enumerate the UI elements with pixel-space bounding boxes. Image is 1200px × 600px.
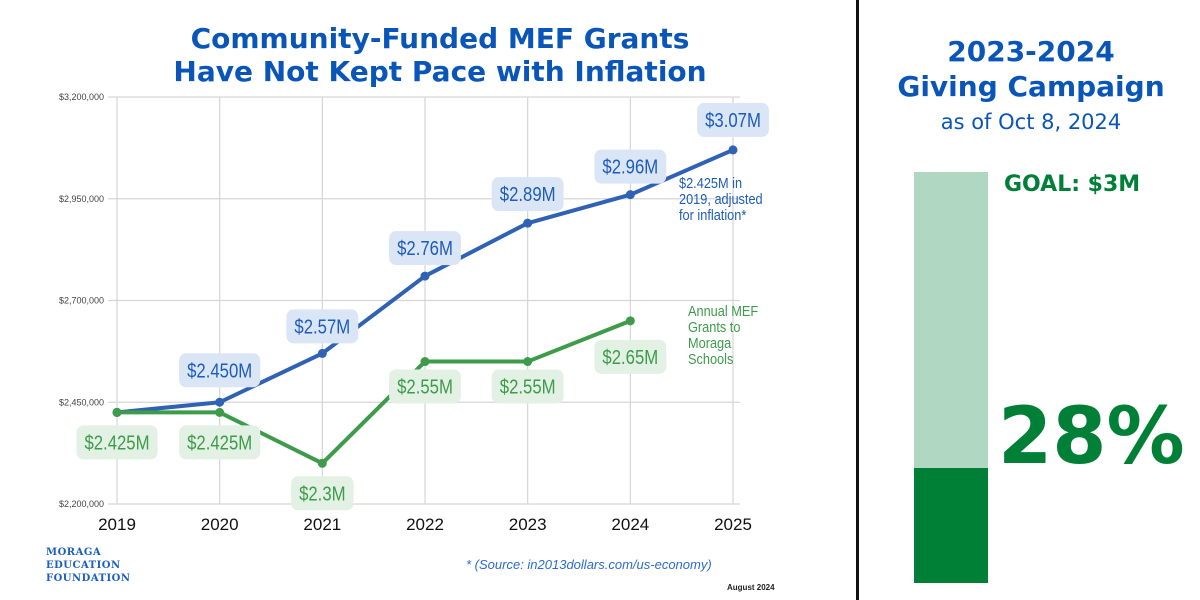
data-label: $2.3M: [299, 483, 346, 505]
campaign-goal: GOAL: $3M: [1004, 172, 1141, 197]
campaign-title-line-2: Giving Campaign: [897, 70, 1165, 103]
data-label-box: [491, 177, 564, 212]
annotation-line: for inflation*: [679, 207, 747, 224]
data-label-box: [179, 353, 261, 388]
y-tick-label: $2,950,000: [59, 194, 104, 204]
inflation-adjusted-point: [728, 145, 738, 155]
data-label: $2.89M: [500, 184, 556, 206]
data-label: $2.76M: [397, 238, 453, 260]
y-tick-label: $2,450,000: [59, 397, 104, 407]
x-tick-label: 2021: [303, 515, 341, 534]
inflation-adjusted-point: [523, 218, 533, 228]
annotation-line: Grants to: [688, 319, 741, 336]
annotation-line: Moraga: [688, 335, 732, 352]
inflation-adjusted-point: [625, 190, 635, 200]
line-chart: $2,200,000 $2,450,000 $2,700,000 $2,950,000…: [59, 92, 769, 534]
inflation-adjusted-point: [215, 397, 225, 407]
annual-grants-point: [317, 458, 327, 468]
annotation-line: 2019, adjusted: [679, 191, 763, 208]
x-tick-label: 2022: [406, 515, 444, 534]
logo-line: EDUCATION: [46, 560, 121, 571]
campaign-title-line-1: 2023-2024: [947, 35, 1115, 68]
annual-grants-point: [112, 407, 122, 417]
panel-divider: [856, 0, 859, 600]
annual-grants-point: [625, 316, 635, 326]
campaign-progress-bar: [914, 172, 988, 583]
chart-title-line-1: Community-Funded MEF Grants: [190, 22, 690, 55]
date-note: August 2024: [727, 583, 775, 592]
data-label: $2.55M: [397, 377, 453, 399]
x-tick-label: 2020: [201, 515, 239, 534]
data-label: $2.65M: [602, 347, 658, 369]
data-label-box: [697, 102, 769, 137]
data-label-box: [76, 425, 158, 460]
data-label-box: [291, 476, 354, 511]
logo-line: MORAGA: [46, 547, 102, 558]
annotation-line: $2.425M in: [679, 175, 743, 192]
source-note: * (Source: in2013dollars.com/us-economy): [466, 557, 712, 572]
moraga-education-foundation-logo: MORAGA EDUCATION FOUNDATION: [46, 546, 131, 585]
data-label-box: [389, 231, 461, 266]
y-tick-label: $2,200,000: [59, 499, 104, 509]
data-label: $2.96M: [602, 157, 658, 179]
y-tick-label: $3,200,000: [59, 92, 104, 102]
data-label-box: [491, 369, 564, 404]
data-label: $2.425M: [187, 432, 252, 454]
data-label: $2.425M: [84, 432, 149, 454]
x-tick-label: 2019: [98, 515, 136, 534]
data-label: $3.07M: [705, 110, 761, 132]
inflation-adjusted-point: [420, 271, 430, 281]
data-label-box: [594, 339, 667, 374]
data-label: $2.55M: [500, 377, 556, 399]
data-label-box: [389, 369, 461, 404]
data-label: $2.57M: [294, 316, 350, 338]
x-tick-label: 2024: [611, 515, 649, 534]
x-tick-label: 2025: [714, 515, 752, 534]
annual-grants-point: [523, 357, 533, 367]
campaign-date: as of Oct 8, 2024: [940, 110, 1122, 134]
campaign-progress-percent: 28%: [998, 392, 1185, 482]
chart-title: Community-Funded MEF Grants Have Not Kep…: [100, 22, 780, 88]
x-tick-label: 2023: [509, 515, 547, 534]
annotation-line: Schools: [688, 351, 734, 368]
chart-title-line-2: Have Not Kept Pace with Inflation: [173, 55, 707, 88]
inflation-adjusted-point: [317, 348, 327, 358]
annotation-line: Annual MEF: [688, 303, 759, 320]
y-tick-label: $2,700,000: [59, 296, 104, 306]
logo-line: FOUNDATION: [46, 573, 131, 584]
data-label-box: [286, 309, 359, 344]
annual-grants-point: [215, 407, 225, 417]
data-label-box: [179, 425, 261, 460]
campaign-progress-fill: [914, 467, 988, 583]
data-label-box: [594, 149, 667, 184]
data-label: $2.450M: [187, 360, 252, 382]
campaign-title: 2023-2024 Giving Campaign: [862, 34, 1200, 104]
grants-series-annotation: Annual MEF Grants to Moraga Schools: [688, 304, 758, 368]
inflation-series-annotation: $2.425M in 2019, adjusted for inflation*: [679, 176, 763, 224]
annual-grants-point: [420, 357, 430, 367]
annual-grants-line: [117, 318, 632, 466]
